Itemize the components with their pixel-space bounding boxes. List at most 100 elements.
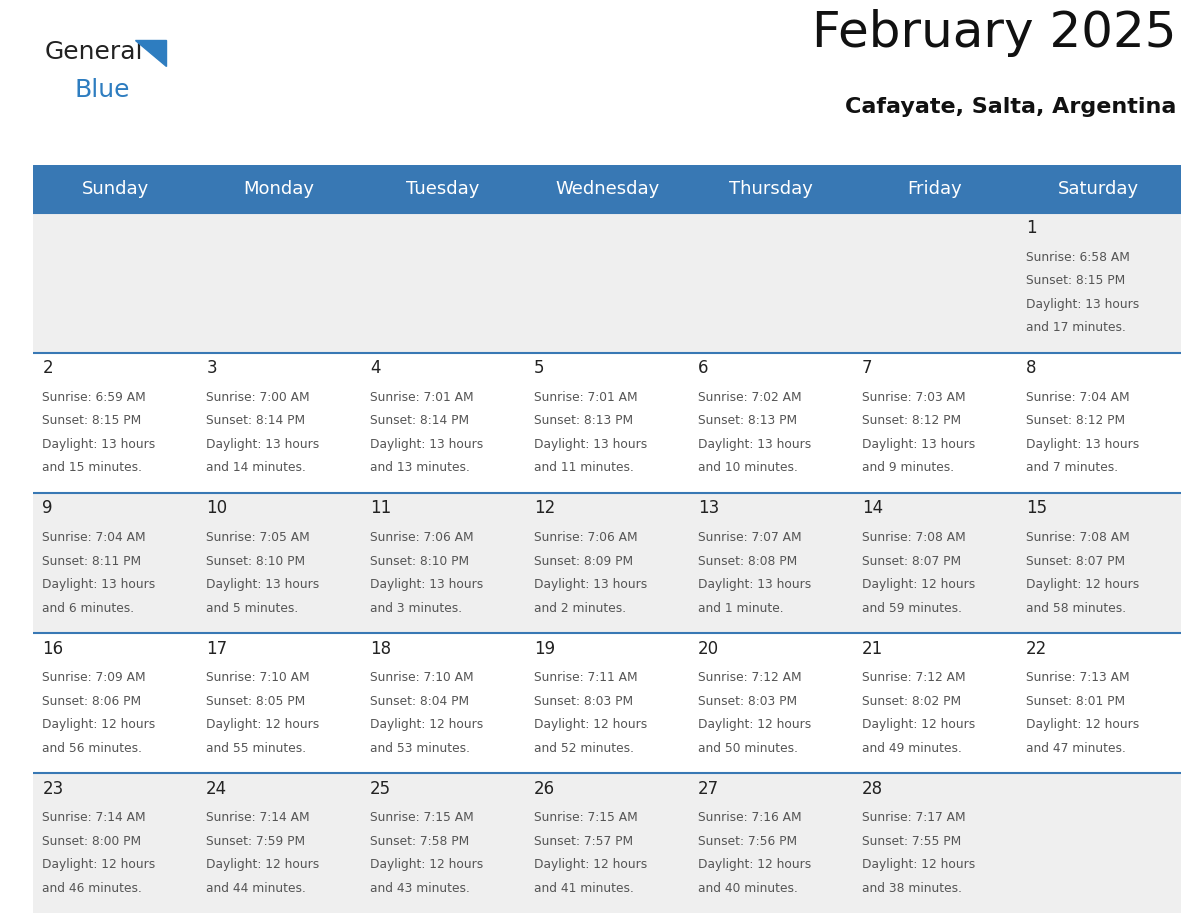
Text: Sunset: 8:04 PM: Sunset: 8:04 PM — [371, 695, 469, 708]
Text: 23: 23 — [43, 779, 63, 798]
Text: Sunset: 8:10 PM: Sunset: 8:10 PM — [371, 554, 469, 567]
Text: Sunrise: 7:01 AM: Sunrise: 7:01 AM — [371, 391, 474, 404]
Text: and 15 minutes.: and 15 minutes. — [43, 462, 143, 475]
Text: Sunset: 8:03 PM: Sunset: 8:03 PM — [699, 695, 797, 708]
Text: Sunset: 8:05 PM: Sunset: 8:05 PM — [207, 695, 305, 708]
Text: and 6 minutes.: and 6 minutes. — [43, 601, 134, 614]
Text: 10: 10 — [207, 499, 227, 518]
Text: 5: 5 — [535, 359, 544, 377]
Text: Daylight: 13 hours: Daylight: 13 hours — [699, 438, 811, 451]
Text: and 40 minutes.: and 40 minutes. — [699, 882, 798, 895]
Text: and 49 minutes.: and 49 minutes. — [862, 742, 962, 755]
Text: Daylight: 13 hours: Daylight: 13 hours — [535, 438, 647, 451]
Text: Tuesday: Tuesday — [406, 180, 480, 198]
Text: Sunset: 8:02 PM: Sunset: 8:02 PM — [862, 695, 961, 708]
Text: Sunrise: 7:15 AM: Sunrise: 7:15 AM — [535, 812, 638, 824]
Text: and 53 minutes.: and 53 minutes. — [371, 742, 470, 755]
Text: and 55 minutes.: and 55 minutes. — [207, 742, 307, 755]
Text: Daylight: 12 hours: Daylight: 12 hours — [535, 718, 647, 731]
Text: Sunrise: 7:10 AM: Sunrise: 7:10 AM — [371, 671, 474, 684]
Text: Daylight: 12 hours: Daylight: 12 hours — [862, 578, 975, 591]
Text: Sunset: 8:14 PM: Sunset: 8:14 PM — [371, 414, 469, 428]
Text: Sunset: 8:08 PM: Sunset: 8:08 PM — [699, 554, 797, 567]
Text: Daylight: 12 hours: Daylight: 12 hours — [535, 858, 647, 871]
Text: and 58 minutes.: and 58 minutes. — [1026, 601, 1126, 614]
Text: Sunrise: 7:05 AM: Sunrise: 7:05 AM — [207, 531, 310, 544]
Text: 25: 25 — [371, 779, 391, 798]
Text: Sunrise: 7:02 AM: Sunrise: 7:02 AM — [699, 391, 802, 404]
Text: Daylight: 13 hours: Daylight: 13 hours — [371, 438, 484, 451]
Text: Daylight: 13 hours: Daylight: 13 hours — [1026, 297, 1139, 311]
Text: Friday: Friday — [908, 180, 962, 198]
Text: Sunset: 8:07 PM: Sunset: 8:07 PM — [862, 554, 961, 567]
Text: Sunrise: 7:07 AM: Sunrise: 7:07 AM — [699, 531, 802, 544]
Text: Sunset: 8:11 PM: Sunset: 8:11 PM — [43, 554, 141, 567]
Text: Sunrise: 7:14 AM: Sunrise: 7:14 AM — [207, 812, 310, 824]
Text: Daylight: 12 hours: Daylight: 12 hours — [862, 718, 975, 731]
Text: Daylight: 12 hours: Daylight: 12 hours — [1026, 718, 1139, 731]
Text: 14: 14 — [862, 499, 883, 518]
Text: Sunrise: 7:08 AM: Sunrise: 7:08 AM — [1026, 531, 1130, 544]
Text: 9: 9 — [43, 499, 52, 518]
Text: Daylight: 13 hours: Daylight: 13 hours — [1026, 438, 1139, 451]
Text: Sunset: 8:13 PM: Sunset: 8:13 PM — [699, 414, 797, 428]
Text: Daylight: 13 hours: Daylight: 13 hours — [43, 578, 156, 591]
Text: Sunset: 7:55 PM: Sunset: 7:55 PM — [862, 834, 961, 847]
Text: February 2025: February 2025 — [811, 9, 1176, 57]
Text: 21: 21 — [862, 640, 883, 657]
Text: 12: 12 — [535, 499, 555, 518]
Text: Sunrise: 7:08 AM: Sunrise: 7:08 AM — [862, 531, 966, 544]
Text: Daylight: 12 hours: Daylight: 12 hours — [699, 858, 811, 871]
Text: Daylight: 12 hours: Daylight: 12 hours — [371, 858, 484, 871]
Text: Cafayate, Salta, Argentina: Cafayate, Salta, Argentina — [845, 97, 1176, 118]
Text: and 9 minutes.: and 9 minutes. — [862, 462, 954, 475]
Text: Daylight: 13 hours: Daylight: 13 hours — [207, 438, 320, 451]
Text: and 1 minute.: and 1 minute. — [699, 601, 784, 614]
Text: Daylight: 13 hours: Daylight: 13 hours — [862, 438, 975, 451]
Text: Daylight: 13 hours: Daylight: 13 hours — [371, 578, 484, 591]
Text: 24: 24 — [207, 779, 227, 798]
Text: Sunrise: 7:15 AM: Sunrise: 7:15 AM — [371, 812, 474, 824]
Text: Sunrise: 7:14 AM: Sunrise: 7:14 AM — [43, 812, 146, 824]
Text: Daylight: 12 hours: Daylight: 12 hours — [43, 718, 156, 731]
Text: Sunday: Sunday — [82, 180, 148, 198]
Text: Sunset: 8:12 PM: Sunset: 8:12 PM — [1026, 414, 1125, 428]
Text: 2: 2 — [43, 359, 53, 377]
Text: Monday: Monday — [244, 180, 315, 198]
Text: Sunrise: 7:13 AM: Sunrise: 7:13 AM — [1026, 671, 1130, 684]
Text: and 56 minutes.: and 56 minutes. — [43, 742, 143, 755]
Text: Sunset: 8:13 PM: Sunset: 8:13 PM — [535, 414, 633, 428]
Text: Sunset: 7:57 PM: Sunset: 7:57 PM — [535, 834, 633, 847]
Text: Sunrise: 7:01 AM: Sunrise: 7:01 AM — [535, 391, 638, 404]
Text: Sunset: 8:15 PM: Sunset: 8:15 PM — [1026, 274, 1125, 287]
Text: Daylight: 12 hours: Daylight: 12 hours — [862, 858, 975, 871]
Text: Sunrise: 7:10 AM: Sunrise: 7:10 AM — [207, 671, 310, 684]
Text: 11: 11 — [371, 499, 391, 518]
Text: Sunrise: 7:09 AM: Sunrise: 7:09 AM — [43, 671, 146, 684]
Text: Sunrise: 6:59 AM: Sunrise: 6:59 AM — [43, 391, 146, 404]
Text: Sunrise: 7:06 AM: Sunrise: 7:06 AM — [535, 531, 638, 544]
Text: Sunrise: 7:04 AM: Sunrise: 7:04 AM — [43, 531, 146, 544]
Text: Daylight: 12 hours: Daylight: 12 hours — [371, 718, 484, 731]
Text: 7: 7 — [862, 359, 872, 377]
Text: 27: 27 — [699, 779, 719, 798]
Text: Sunset: 8:14 PM: Sunset: 8:14 PM — [207, 414, 305, 428]
Text: Daylight: 12 hours: Daylight: 12 hours — [207, 718, 320, 731]
Text: Daylight: 13 hours: Daylight: 13 hours — [207, 578, 320, 591]
Text: 18: 18 — [371, 640, 391, 657]
Text: 6: 6 — [699, 359, 708, 377]
Text: Daylight: 13 hours: Daylight: 13 hours — [43, 438, 156, 451]
Text: 26: 26 — [535, 779, 555, 798]
Text: Sunrise: 7:04 AM: Sunrise: 7:04 AM — [1026, 391, 1130, 404]
Text: and 10 minutes.: and 10 minutes. — [699, 462, 798, 475]
Text: and 13 minutes.: and 13 minutes. — [371, 462, 470, 475]
Text: General: General — [45, 40, 143, 64]
Text: Sunset: 8:12 PM: Sunset: 8:12 PM — [862, 414, 961, 428]
Text: 3: 3 — [207, 359, 217, 377]
Text: Sunset: 8:15 PM: Sunset: 8:15 PM — [43, 414, 141, 428]
Text: and 59 minutes.: and 59 minutes. — [862, 601, 962, 614]
Text: and 3 minutes.: and 3 minutes. — [371, 601, 462, 614]
Text: Sunrise: 7:12 AM: Sunrise: 7:12 AM — [699, 671, 802, 684]
Text: Sunset: 7:58 PM: Sunset: 7:58 PM — [371, 834, 469, 847]
Text: Sunrise: 7:11 AM: Sunrise: 7:11 AM — [535, 671, 638, 684]
